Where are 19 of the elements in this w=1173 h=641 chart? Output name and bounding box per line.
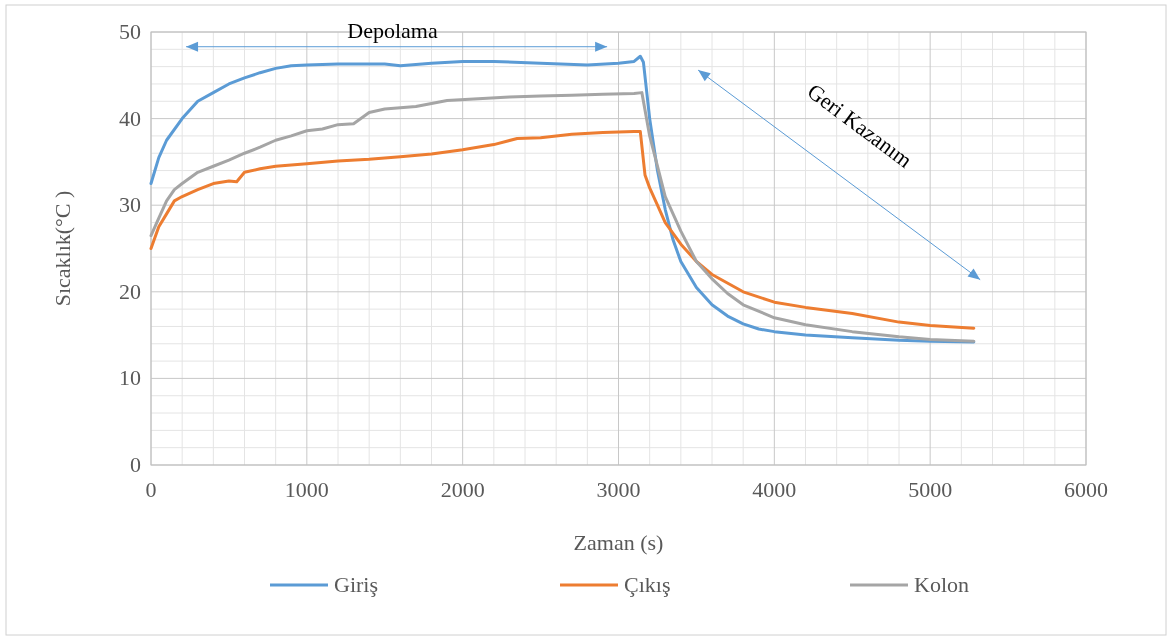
- x-tick-label: 1000: [284, 477, 329, 502]
- x-tick-label: 2000: [440, 477, 485, 502]
- y-tick-label: 10: [119, 365, 141, 391]
- y-tick-label: 50: [119, 19, 141, 44]
- legend-label: Kolon: [914, 572, 969, 597]
- y-tick-label: 40: [119, 105, 141, 131]
- x-tick-label: 0: [145, 477, 157, 502]
- y-tick-label: 20: [119, 278, 141, 304]
- legend-label: Giriş: [334, 572, 378, 597]
- x-tick-label: 3000: [596, 477, 641, 502]
- x-tick-label: 6000: [1064, 477, 1108, 502]
- x-tick-label: 5000: [908, 477, 953, 502]
- x-axis-title: Zaman (s): [573, 530, 664, 555]
- y-tick-label: 30: [119, 192, 141, 218]
- annotation: Depolama: [347, 18, 438, 44]
- y-tick-label: 0: [130, 452, 141, 477]
- x-tick-label: 4000: [752, 477, 797, 502]
- y-axis-title: Sıcaklık(°C ): [50, 190, 75, 307]
- legend-label: Çıkış: [624, 572, 671, 597]
